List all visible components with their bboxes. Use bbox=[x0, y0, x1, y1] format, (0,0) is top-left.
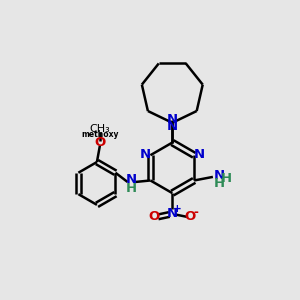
Text: N: N bbox=[167, 207, 178, 220]
Text: N: N bbox=[194, 148, 205, 160]
Text: O: O bbox=[94, 136, 106, 148]
Text: N: N bbox=[213, 169, 224, 182]
Text: N: N bbox=[140, 148, 151, 160]
Text: O: O bbox=[148, 210, 159, 224]
Text: N: N bbox=[167, 113, 178, 126]
Text: H: H bbox=[125, 182, 137, 195]
Text: -: - bbox=[194, 206, 199, 219]
Text: +: + bbox=[173, 204, 182, 214]
Text: N: N bbox=[125, 173, 137, 186]
Text: methoxy: methoxy bbox=[81, 130, 118, 139]
Text: H: H bbox=[213, 177, 224, 190]
Text: H: H bbox=[220, 172, 232, 185]
Text: CH₃: CH₃ bbox=[89, 124, 110, 134]
Text: N: N bbox=[167, 120, 178, 133]
Text: O: O bbox=[184, 210, 196, 224]
